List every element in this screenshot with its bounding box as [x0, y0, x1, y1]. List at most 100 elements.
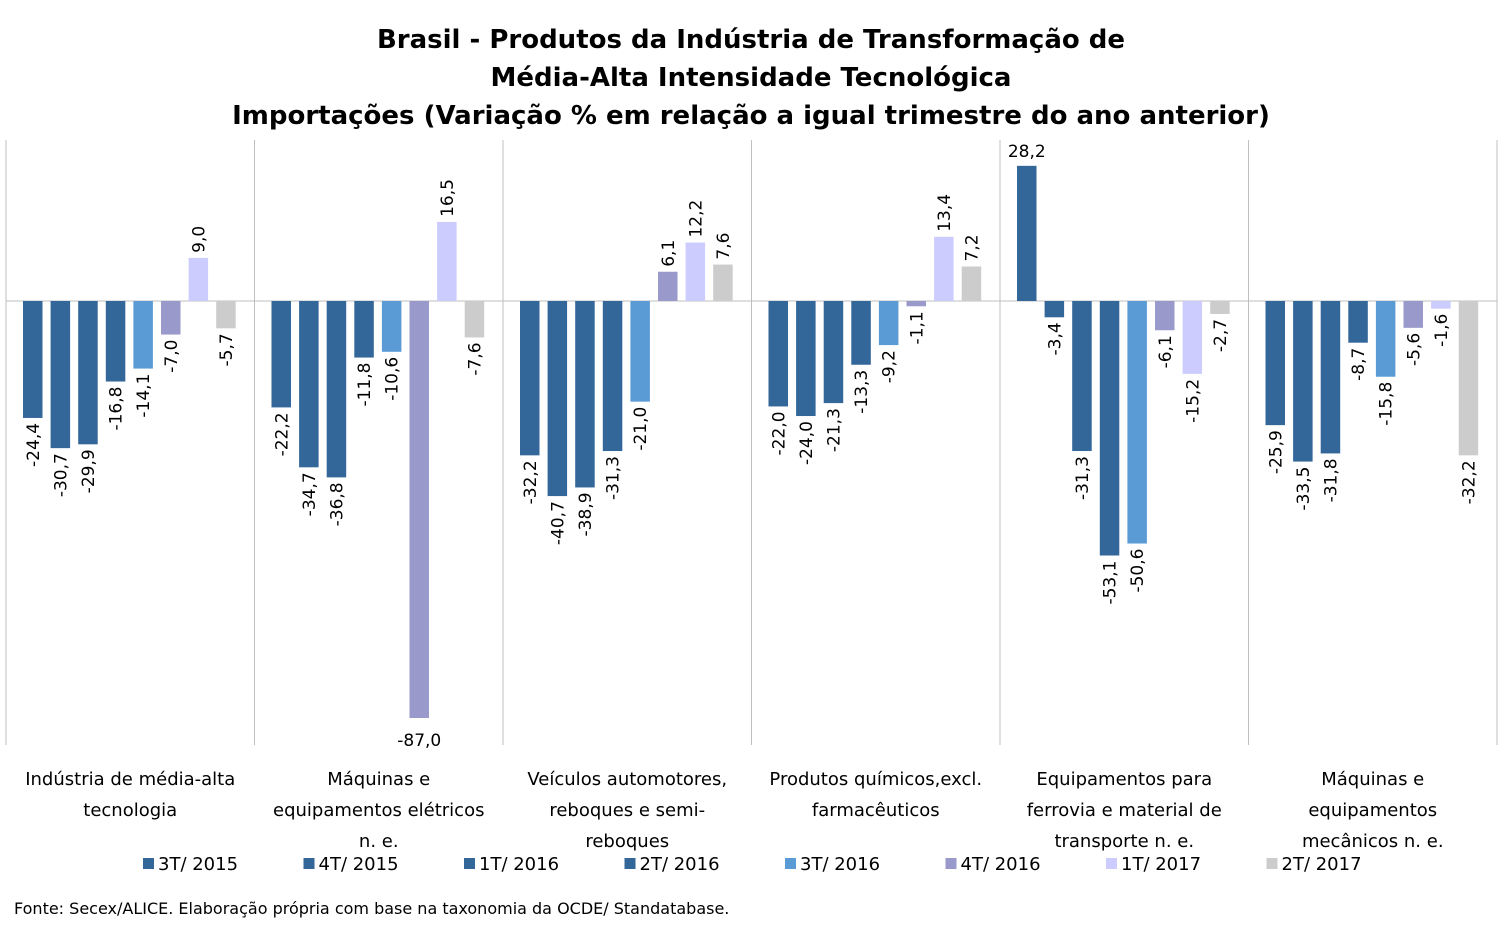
data-label: -53,1	[1101, 561, 1121, 605]
plot-area: -24,4 -30,7 -29,9 -16,8 -14,1 -7,0 9,0 -5,7 -22,…	[5, 140, 1498, 751]
data-label: -5,7	[217, 333, 237, 366]
data-label: 28,2	[1008, 142, 1046, 162]
bar	[354, 301, 374, 358]
bar	[1155, 301, 1175, 331]
bar	[685, 242, 706, 301]
bar	[1375, 301, 1396, 377]
data-label: 9,0	[189, 226, 209, 253]
category-label: reboques	[585, 831, 669, 852]
bar	[105, 301, 126, 382]
bar	[823, 301, 844, 404]
category-label: mecânicos n. e.	[1302, 831, 1444, 852]
bar	[23, 301, 43, 418]
legend-swatch	[624, 858, 636, 869]
bar	[1403, 301, 1423, 328]
data-label: -16,8	[107, 387, 127, 431]
bar	[50, 301, 71, 449]
bar	[768, 301, 788, 407]
data-label: 6,1	[659, 240, 679, 267]
bar	[1348, 301, 1368, 343]
bar	[299, 301, 319, 468]
data-label: 7,6	[714, 233, 734, 260]
bar	[1127, 301, 1147, 544]
data-label: -14,1	[134, 374, 154, 418]
chart-title: Brasil - Produtos da Indústria de Transf…	[232, 25, 1270, 131]
bar	[1182, 301, 1203, 374]
bar	[1431, 301, 1451, 309]
bar	[934, 236, 954, 301]
bar	[1293, 301, 1313, 462]
category-label: Produtos químicos,excl.	[769, 769, 982, 790]
legend-swatch	[1106, 858, 1117, 869]
category-label: equipamentos	[1308, 800, 1437, 821]
data-label: -24,0	[797, 421, 817, 465]
legend-swatch	[464, 858, 475, 869]
legend-label: 4T/ 2016	[961, 854, 1041, 875]
data-label: -31,3	[1073, 456, 1093, 500]
data-label: -22,0	[769, 411, 789, 455]
bar	[216, 301, 236, 329]
data-label: -34,7	[300, 472, 320, 516]
category-label: transporte n. e.	[1054, 831, 1194, 852]
chart-title-line-2: Média-Alta Intensidade Tecnológica	[491, 63, 1012, 93]
data-label: -40,7	[548, 501, 568, 545]
category-labels: Indústria de média-alta tecnologia Máquina…	[25, 769, 1443, 852]
data-label: -21,3	[824, 408, 844, 452]
bar	[326, 301, 347, 478]
data-label: -10,6	[383, 357, 403, 401]
chart-title-line-3: Importações (Variação % em relação a igu…	[232, 101, 1270, 131]
category-label: Máquinas e	[1321, 769, 1424, 790]
data-label: -33,5	[1294, 467, 1314, 511]
data-label: -32,2	[1459, 460, 1479, 504]
data-label: -87,0	[397, 731, 441, 751]
data-label: -2,7	[1211, 319, 1231, 352]
category-label: Equipamentos para	[1036, 769, 1212, 790]
bar	[851, 301, 871, 365]
data-label: 13,4	[935, 194, 955, 232]
data-label: 7,2	[962, 234, 982, 261]
data-label: -32,2	[521, 460, 541, 504]
category-label: ferrovia e material de	[1027, 800, 1222, 821]
data-label: -25,9	[1266, 430, 1286, 474]
bar	[630, 301, 650, 402]
bar	[133, 301, 153, 369]
bar	[161, 301, 181, 335]
data-label: 12,2	[686, 200, 706, 238]
legend-swatch	[945, 858, 957, 869]
data-label: -6,1	[1156, 335, 1176, 368]
bar	[1099, 301, 1120, 556]
chart-title-line-1: Brasil - Produtos da Indústria de Transf…	[377, 25, 1125, 55]
legend-label: 1T/ 2016	[479, 854, 559, 875]
legend-swatch	[143, 858, 154, 869]
bar	[409, 301, 429, 718]
legend-swatch	[1266, 858, 1278, 869]
category-label: Máquinas e	[327, 769, 430, 790]
data-label: -31,3	[604, 456, 624, 500]
data-label: -5,6	[1404, 333, 1424, 366]
bar	[713, 264, 733, 301]
legend-label: 2T/ 2017	[1282, 854, 1362, 875]
data-label: -50,6	[1128, 549, 1148, 593]
category-label: tecnologia	[83, 800, 177, 821]
bar	[1458, 301, 1479, 456]
data-label: -7,0	[162, 340, 182, 373]
data-label: -31,8	[1321, 458, 1341, 502]
bar	[78, 301, 98, 445]
legend-label: 4T/ 2015	[319, 854, 399, 875]
category-label: Indústria de média-alta	[25, 769, 235, 790]
bar	[271, 301, 291, 408]
data-label: -38,9	[576, 492, 596, 536]
bar	[547, 301, 568, 497]
legend-label: 2T/ 2016	[640, 854, 720, 875]
bar	[188, 257, 209, 301]
data-label: 16,5	[438, 179, 458, 217]
category-label: equipamentos elétricos	[273, 800, 484, 821]
data-label: -21,0	[631, 407, 651, 451]
bar	[520, 301, 540, 456]
data-label: -1,6	[1432, 314, 1452, 347]
bar	[437, 221, 457, 301]
data-label: -24,4	[24, 423, 44, 467]
bar	[1017, 165, 1037, 301]
data-label: -3,4	[1045, 322, 1065, 355]
